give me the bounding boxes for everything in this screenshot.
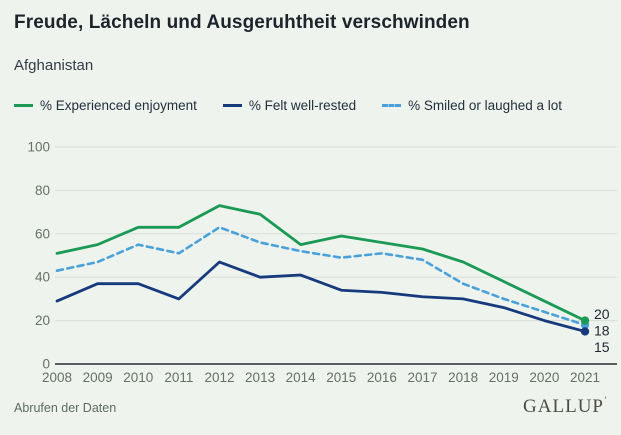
x-tick-label: 2017 (408, 370, 438, 385)
end-value-label: 20 (594, 306, 610, 322)
y-tick-label: 100 (27, 140, 50, 155)
line-series-1[interactable] (55, 260, 587, 333)
legend-swatch-green-line-icon (14, 104, 33, 107)
x-tick-label: 2020 (529, 370, 559, 385)
gallup-logo: GALLUP’ (523, 395, 608, 418)
chart-legend: % Experienced enjoyment % Felt well-rest… (14, 98, 562, 113)
series-end-dot[interactable] (580, 316, 590, 325)
legend-label: % Smiled or laughed a lot (408, 98, 562, 113)
legend-swatch-navy-line-icon (222, 104, 242, 107)
x-tick-label: 2016 (367, 370, 397, 385)
series-end-dot[interactable] (580, 327, 590, 336)
x-tick-label: 2009 (83, 370, 113, 385)
end-value-label: 15 (594, 339, 610, 355)
x-tick-label: 2014 (286, 370, 317, 385)
x-tick-label: 2021 (570, 370, 600, 385)
legend-label: % Experienced enjoyment (40, 98, 197, 113)
x-tick-label: 2011 (164, 370, 193, 385)
x-tick-label: 2010 (123, 370, 153, 385)
legend-item-enjoyment[interactable]: % Experienced enjoyment (14, 98, 197, 113)
y-tick-label: 20 (35, 313, 50, 328)
x-tick-label: 2013 (245, 370, 275, 385)
y-tick-label: 60 (35, 226, 50, 241)
x-tick-label: 2015 (326, 370, 356, 385)
x-tick-label: 2008 (42, 370, 72, 385)
legend-label: % Felt well-rested (248, 98, 357, 113)
legend-item-well-rested[interactable]: % Felt well-rested (222, 98, 357, 113)
legend-swatch-dashed-blue-line-icon (382, 104, 402, 107)
line-series-0[interactable] (55, 204, 587, 323)
page-title: Freude, Lächeln und Ausgeruhtheit versch… (14, 12, 470, 33)
x-tick-label: 2018 (448, 370, 478, 385)
chart-subtitle: Afghanistan (14, 57, 94, 74)
gallup-trademark-mark: ’ (604, 395, 608, 405)
end-value-label: 18 (594, 323, 610, 339)
legend-item-smiled[interactable]: % Smiled or laughed a lot (382, 98, 562, 113)
y-tick-label: 0 (42, 357, 50, 372)
x-tick-label: 2012 (204, 370, 234, 385)
line-series-2[interactable] (55, 225, 587, 327)
get-the-data-link[interactable]: Abrufen der Daten (14, 401, 117, 415)
y-tick-label: 40 (35, 270, 50, 285)
y-tick-label: 80 (35, 183, 50, 198)
x-tick-label: 2019 (489, 370, 519, 385)
